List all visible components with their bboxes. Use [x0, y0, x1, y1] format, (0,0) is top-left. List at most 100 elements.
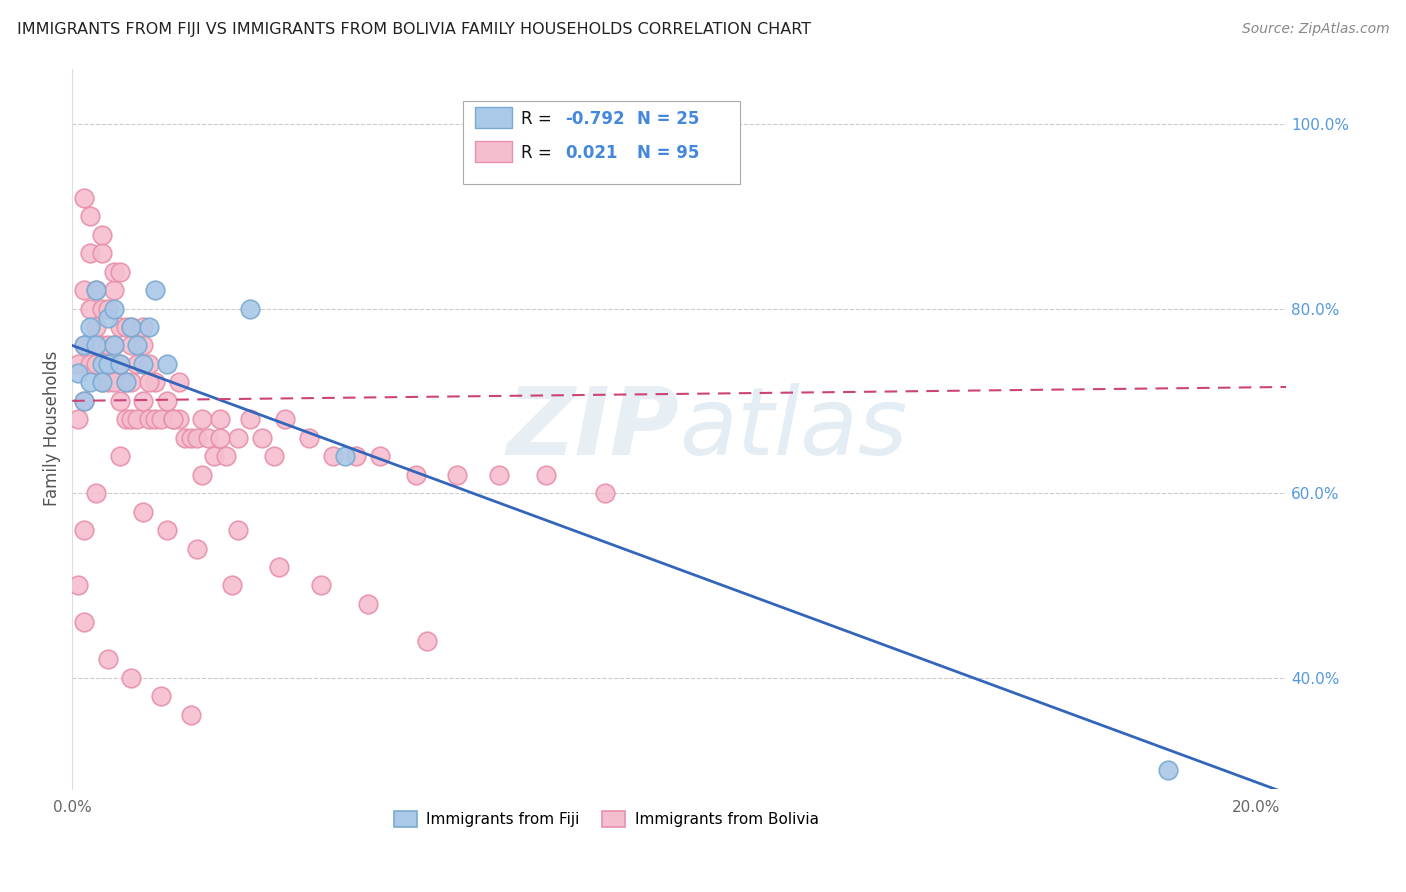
Point [108, 393, 131, 408]
Point [103, 338, 125, 352]
Point [79, 209, 101, 223]
Point [103, 301, 125, 316]
Point [138, 320, 160, 334]
Point [269, 560, 291, 574]
Point [127, 338, 149, 352]
Text: ZIP: ZIP [506, 383, 679, 475]
Point [143, 283, 166, 297]
Point [186, 431, 208, 445]
Point [162, 412, 184, 426]
Point [67, 578, 90, 592]
Point [138, 376, 160, 390]
Point [73, 283, 96, 297]
Point [156, 357, 179, 371]
Point [488, 467, 510, 482]
Point [298, 431, 321, 445]
Point [90, 227, 112, 242]
Point [167, 376, 190, 390]
Point [156, 393, 179, 408]
Point [132, 393, 155, 408]
Point [191, 412, 214, 426]
Point [97, 310, 120, 325]
Text: 0.021: 0.021 [565, 145, 617, 162]
Point [90, 246, 112, 260]
Point [73, 393, 96, 408]
Point [103, 283, 125, 297]
Point [90, 376, 112, 390]
Point [67, 366, 90, 380]
Point [103, 264, 125, 278]
Point [79, 357, 101, 371]
Point [97, 301, 120, 316]
Point [132, 338, 155, 352]
FancyBboxPatch shape [463, 101, 740, 184]
Text: Source: ZipAtlas.com: Source: ZipAtlas.com [1241, 22, 1389, 37]
Point [167, 412, 190, 426]
Y-axis label: Family Households: Family Households [44, 351, 60, 507]
Point [333, 449, 356, 463]
Point [97, 357, 120, 371]
Point [221, 578, 243, 592]
Point [79, 376, 101, 390]
Point [138, 357, 160, 371]
Point [186, 541, 208, 556]
Point [114, 376, 136, 390]
Point [132, 357, 155, 371]
FancyBboxPatch shape [475, 141, 512, 162]
Point [162, 412, 184, 426]
Point [114, 412, 136, 426]
Point [97, 652, 120, 666]
Point [73, 615, 96, 630]
Point [79, 301, 101, 316]
Point [84, 283, 107, 297]
Point [416, 633, 439, 648]
Point [108, 449, 131, 463]
Point [108, 264, 131, 278]
Point [239, 301, 262, 316]
Point [143, 376, 166, 390]
Point [368, 449, 391, 463]
Point [120, 376, 142, 390]
Point [173, 431, 195, 445]
Point [127, 357, 149, 371]
Point [346, 449, 368, 463]
Point [274, 412, 297, 426]
Point [150, 690, 173, 704]
Legend: Immigrants from Fiji, Immigrants from Bolivia: Immigrants from Fiji, Immigrants from Bo… [387, 804, 827, 835]
Point [120, 320, 142, 334]
Point [73, 191, 96, 205]
Point [127, 412, 149, 426]
Point [250, 431, 273, 445]
Point [84, 283, 107, 297]
Point [97, 338, 120, 352]
Point [138, 412, 160, 426]
Point [90, 376, 112, 390]
Point [114, 320, 136, 334]
Text: atlas: atlas [679, 383, 907, 474]
Point [97, 376, 120, 390]
Text: N = 25: N = 25 [637, 111, 699, 128]
Point [1156, 763, 1178, 777]
Point [120, 320, 142, 334]
Point [84, 320, 107, 334]
Point [67, 412, 90, 426]
Point [114, 376, 136, 390]
Point [446, 467, 468, 482]
Point [73, 338, 96, 352]
Text: R =: R = [522, 111, 557, 128]
Point [120, 671, 142, 685]
Point [357, 597, 380, 611]
Point [209, 431, 232, 445]
Text: N = 95: N = 95 [637, 145, 699, 162]
Point [239, 412, 262, 426]
Text: IMMIGRANTS FROM FIJI VS IMMIGRANTS FROM BOLIVIA FAMILY HOUSEHOLDS CORRELATION CH: IMMIGRANTS FROM FIJI VS IMMIGRANTS FROM … [17, 22, 811, 37]
Text: -0.792: -0.792 [565, 111, 624, 128]
Point [202, 449, 225, 463]
Point [180, 707, 202, 722]
Point [120, 412, 142, 426]
Point [180, 431, 202, 445]
Point [405, 467, 427, 482]
Point [90, 338, 112, 352]
Point [197, 431, 219, 445]
Point [103, 338, 125, 352]
